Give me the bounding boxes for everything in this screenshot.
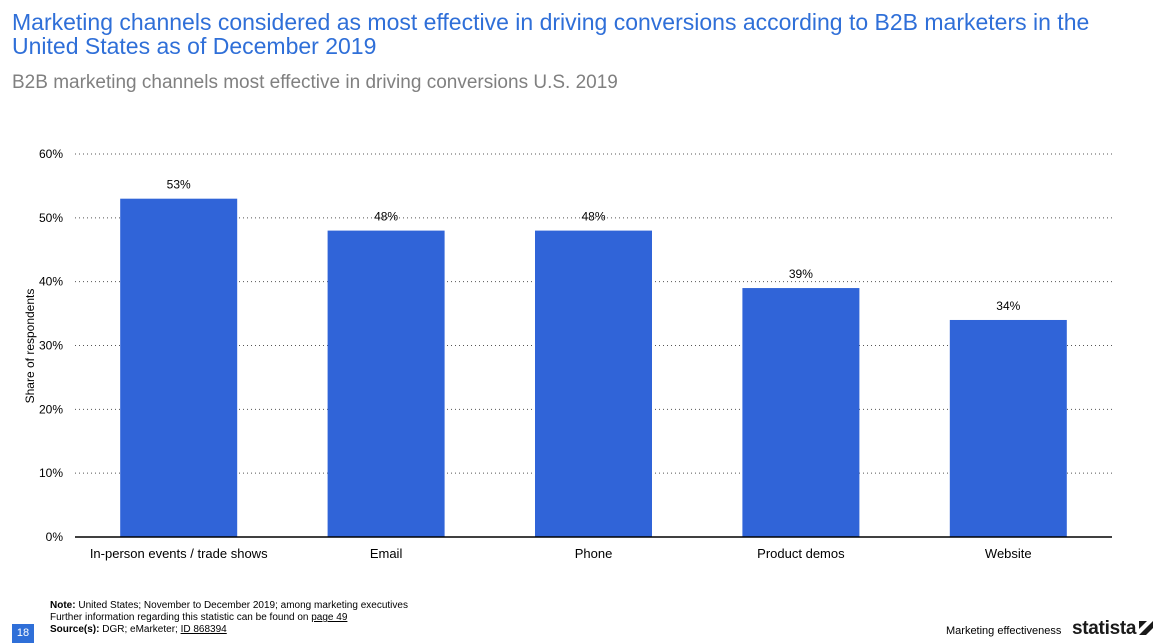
y-tick-label: 50% — [39, 211, 63, 225]
data-label: 48% — [374, 210, 398, 224]
data-label: 39% — [789, 267, 813, 281]
note-text: United States; November to December 2019… — [75, 600, 408, 611]
bar[interactable] — [949, 319, 1067, 537]
statista-mark-icon — [1139, 621, 1154, 635]
category-label: Phone — [575, 546, 613, 561]
further-text: Further information regarding this stati… — [50, 612, 312, 623]
y-tick-label: 60% — [39, 147, 63, 161]
category-label: Website — [985, 546, 1032, 561]
page-number: 18 — [12, 624, 34, 643]
further-link[interactable]: page 49 — [311, 612, 348, 623]
category-label: Product demos — [757, 546, 845, 561]
y-tick-label: 30% — [39, 339, 63, 353]
note-label: Note: — [50, 600, 76, 611]
chart-title: Marketing channels considered as most ef… — [12, 9, 1090, 59]
chart-subtitle: B2B marketing channels most effective in… — [12, 72, 618, 93]
category-label: Email — [370, 546, 403, 561]
y-tick-label: 20% — [39, 402, 63, 416]
label-layer: 0% 10% 20% 30% 40% 50% 60% 53% In-person events … — [39, 147, 1032, 561]
bar[interactable] — [535, 230, 652, 537]
y-tick-label: 0% — [46, 530, 64, 544]
bar[interactable] — [327, 230, 445, 537]
data-label: 48% — [581, 210, 605, 224]
brand-text: statista — [1072, 618, 1137, 639]
grid-layer — [75, 153, 1112, 474]
bar[interactable] — [120, 198, 238, 537]
bar[interactable] — [742, 288, 860, 537]
note-line: Note: United States; November to Decembe… — [50, 600, 408, 612]
category-label: In-person events / trade shows — [90, 546, 268, 561]
y-tick-label: 10% — [39, 466, 63, 480]
bar-layer — [120, 198, 1067, 537]
footer-note: Note: United States; November to Decembe… — [50, 600, 408, 636]
data-label: 34% — [996, 299, 1020, 313]
source-label: Source(s): — [50, 624, 100, 635]
y-tick-label: 40% — [39, 275, 63, 289]
further-line: Further information regarding this stati… — [50, 612, 408, 624]
statista-logo: statista — [1072, 618, 1154, 640]
source-line: Source(s): DGR; eMarketer; ID 868394 — [50, 624, 408, 636]
y-axis-title: Share of respondents — [23, 289, 37, 404]
source-text: DGR; eMarketer; — [99, 624, 181, 635]
source-id-link[interactable]: ID 868394 — [180, 624, 227, 635]
section-label: Marketing effectiveness — [946, 625, 1062, 637]
bar-chart: 0% 10% 20% 30% 40% 50% 60% 53% In-person events … — [23, 147, 1112, 561]
data-label: 53% — [167, 178, 191, 192]
